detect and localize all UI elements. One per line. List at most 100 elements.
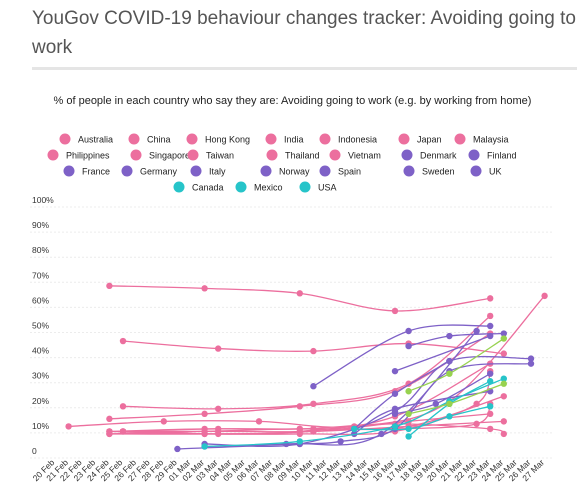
data-point[interactable] [337,438,344,445]
data-point[interactable] [487,295,494,302]
legend-item[interactable]: Singapore [130,149,191,161]
data-point[interactable] [391,307,399,315]
data-point[interactable] [310,428,317,435]
legend-item[interactable]: Japan [398,133,442,145]
legend-item[interactable]: Indonesia [319,133,378,145]
data-point[interactable] [65,423,72,430]
legend-item[interactable]: Finland [468,149,517,161]
legend-item[interactable]: UK [470,165,502,177]
data-point[interactable] [541,292,548,300]
data-point[interactable] [446,332,453,340]
legend-item[interactable]: Canada [173,181,224,193]
data-point[interactable] [487,312,494,320]
data-point[interactable] [405,342,412,350]
legend-item[interactable]: Denmark [401,149,458,161]
data-point[interactable] [296,403,303,410]
legend-item[interactable]: Spain [319,165,362,177]
data-point[interactable] [296,425,303,433]
data-point[interactable] [106,430,113,438]
data-point[interactable] [446,400,453,407]
data-point[interactable] [473,327,480,335]
data-point[interactable] [255,418,263,425]
series-group [405,380,507,418]
legend-item[interactable]: Norway [260,165,311,177]
data-point[interactable] [473,400,480,407]
data-point[interactable] [487,378,494,385]
legend-item[interactable]: Thailand [266,149,320,161]
data-point[interactable] [487,425,494,433]
data-point[interactable] [215,430,222,438]
data-point[interactable] [201,428,208,435]
data-point[interactable] [500,430,507,438]
legend-marker [319,133,331,145]
legend-item[interactable]: Hong Kong [186,133,251,145]
legend-item[interactable]: Vietnam [329,149,381,161]
data-point[interactable] [391,405,399,413]
legend-item[interactable]: Mexico [235,181,283,193]
data-point[interactable] [174,445,181,453]
legend-item[interactable]: Germany [121,165,178,177]
legend-marker [173,181,185,193]
y-tick-label: 70% [32,270,49,280]
data-point[interactable] [106,282,113,290]
data-point[interactable] [432,400,439,407]
data-point[interactable] [405,425,412,433]
legend-item[interactable]: Philippines [47,149,111,161]
data-point[interactable] [296,290,303,297]
data-point[interactable] [296,438,303,445]
legend-item[interactable]: France [63,165,111,177]
data-point[interactable] [446,357,453,365]
data-point[interactable] [405,327,412,335]
data-point[interactable] [351,425,358,433]
data-point[interactable] [500,330,507,337]
data-point[interactable] [487,370,494,377]
data-point[interactable] [487,403,494,410]
data-point[interactable] [310,383,317,390]
series-line [394,335,491,372]
legend-item[interactable]: India [265,133,304,145]
data-point[interactable] [500,393,507,400]
data-point[interactable] [500,380,507,387]
data-point[interactable] [500,375,507,382]
data-point[interactable] [500,350,507,357]
data-point[interactable] [201,285,208,292]
data-point[interactable] [446,370,453,377]
legend-item[interactable]: China [128,133,171,145]
data-point[interactable] [201,410,208,418]
data-point[interactable] [405,388,412,395]
data-point[interactable] [310,400,317,407]
data-point[interactable] [473,420,480,428]
legend-marker [329,149,341,161]
legend-item[interactable]: USA [299,181,337,193]
data-point[interactable] [527,355,535,362]
data-point[interactable] [119,403,127,410]
data-point[interactable] [201,443,208,450]
data-point[interactable] [405,433,412,440]
legend-label: Norway [279,167,310,177]
data-point[interactable] [500,335,507,342]
data-point[interactable] [310,347,317,355]
legend-label: Spain [338,167,361,177]
data-point[interactable] [391,423,399,430]
data-point[interactable] [215,345,222,352]
legend-item[interactable]: Taiwan [187,149,235,161]
data-point[interactable] [405,410,412,418]
data-point[interactable] [500,418,507,425]
data-point[interactable] [215,405,222,413]
legend-marker [319,165,331,177]
legend-item[interactable]: Sweden [403,165,455,177]
data-point[interactable] [527,360,535,367]
data-point[interactable] [160,418,167,425]
data-point[interactable] [487,322,494,330]
data-point[interactable] [106,415,113,423]
data-point[interactable] [391,410,399,418]
legend-item[interactable]: Malaysia [454,133,509,145]
data-point[interactable] [119,337,127,345]
legend-item[interactable]: Italy [190,165,227,177]
data-point[interactable] [446,413,453,420]
data-point[interactable] [391,367,399,375]
legend-item[interactable]: Australia [59,133,114,145]
legend-marker [454,133,466,145]
data-point[interactable] [391,390,399,397]
